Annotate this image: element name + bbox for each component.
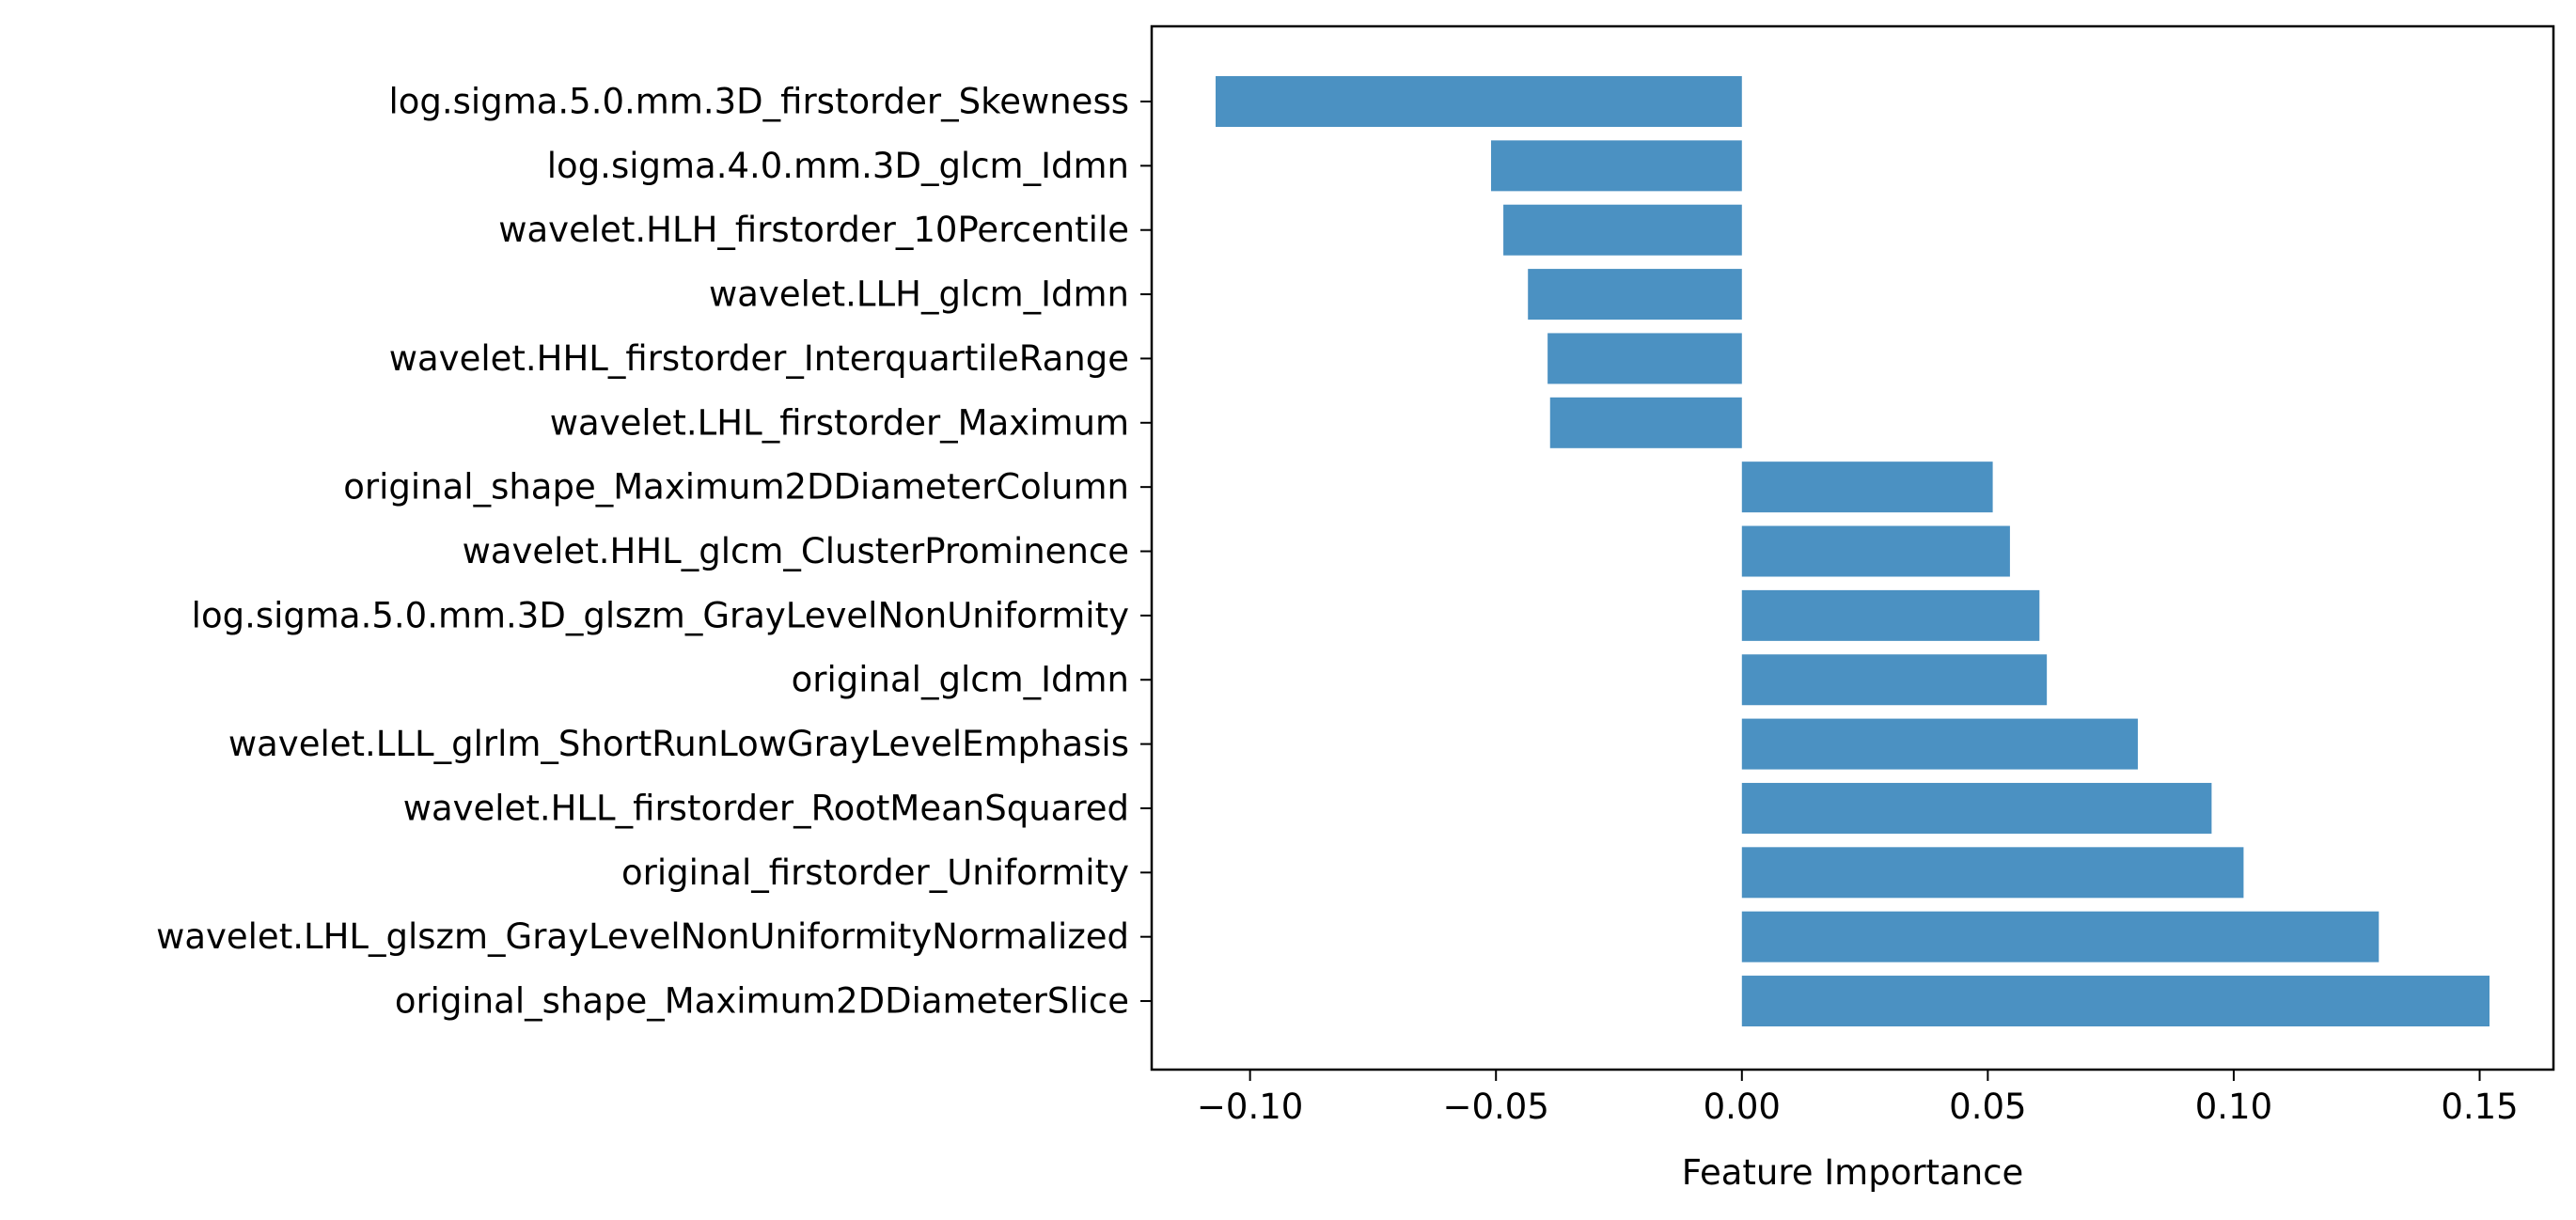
category-label: log.sigma.5.0.mm.3D_firstorder_Skewness — [388, 82, 1129, 122]
x-tick-label: 0.00 — [1704, 1087, 1781, 1127]
x-tick-label: 0.05 — [1949, 1087, 2026, 1127]
category-label: log.sigma.5.0.mm.3D_glszm_GrayLevelNonUn… — [192, 595, 1129, 635]
category-label: wavelet.HHL_glcm_ClusterProminence — [463, 531, 1129, 571]
category-label: original_glcm_Idmn — [792, 660, 1129, 700]
bar — [1741, 976, 2490, 1027]
category-label: original_shape_Maximum2DDiameterSlice — [395, 981, 1129, 1022]
bar — [1549, 397, 1742, 448]
category-label: original_shape_Maximum2DDiameterColumn — [343, 467, 1129, 508]
category-label: wavelet.LHL_glszm_GrayLevelNonUniformity… — [156, 916, 1129, 957]
bar — [1547, 333, 1742, 384]
category-labels-group: log.sigma.5.0.mm.3D_firstorder_Skewnessl… — [156, 82, 1152, 1022]
x-tick-label: 0.15 — [2441, 1087, 2518, 1127]
x-axis-label: Feature Importance — [1682, 1152, 2024, 1193]
category-label: wavelet.HHL_firstorder_InterquartileRang… — [389, 338, 1129, 379]
x-tick-label: −0.10 — [1197, 1087, 1303, 1127]
bar — [1741, 782, 2212, 834]
bars-group — [1216, 76, 2490, 1027]
category-label: wavelet.LHL_firstorder_Maximum — [550, 402, 1129, 443]
x-ticks-group: −0.10 −0.05 0.00 0.05 0.10 0.15 — [1197, 1070, 2519, 1127]
category-label: wavelet.HLH_firstorder_10Percentile — [498, 210, 1129, 250]
bar — [1741, 461, 1993, 513]
x-tick-label: 0.10 — [2195, 1087, 2272, 1127]
bar — [1528, 269, 1742, 321]
bar — [1741, 911, 2380, 962]
category-label: wavelet.LLH_glcm_Idmn — [709, 274, 1129, 315]
category-label: original_firstorder_Uniformity — [621, 852, 1129, 893]
x-tick-label: −0.05 — [1443, 1087, 1549, 1127]
bar — [1216, 76, 1742, 127]
bar — [1741, 718, 2138, 770]
bar — [1741, 589, 2040, 641]
bar — [1741, 525, 2010, 577]
plot-frame — [1150, 24, 2555, 1071]
bar — [1741, 847, 2244, 899]
bar — [1741, 654, 2048, 706]
category-label: wavelet.LLL_glrlm_ShortRunLowGrayLevelEm… — [228, 724, 1129, 764]
category-label: wavelet.HLL_firstorder_RootMeanSquared — [403, 788, 1129, 828]
bar — [1490, 140, 1742, 192]
category-label: log.sigma.4.0.mm.3D_glcm_Idmn — [547, 146, 1129, 186]
bar — [1503, 204, 1742, 256]
